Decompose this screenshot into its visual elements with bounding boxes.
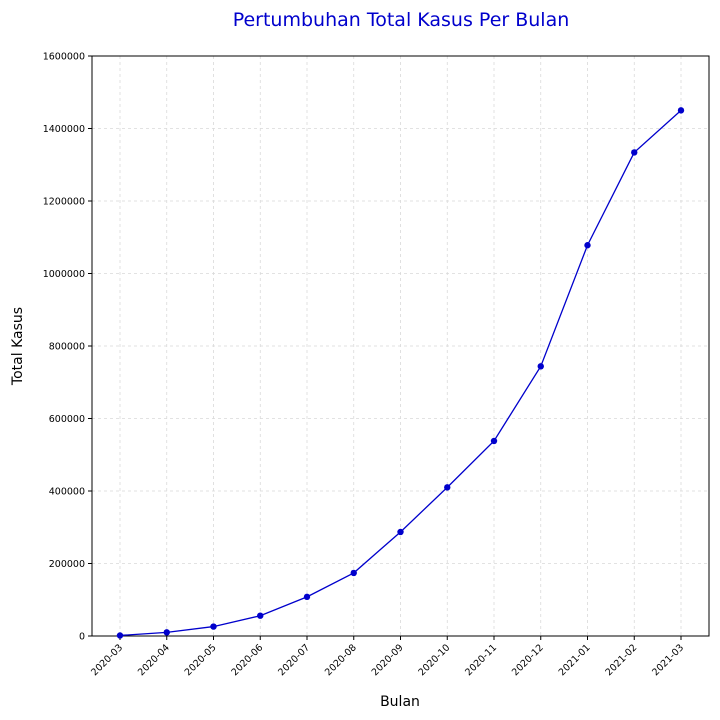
x-tick-label: 2020-05 (183, 642, 219, 678)
y-axis: 0 200000 400000 600000 800000 1000000 1200000 1… (43, 52, 92, 643)
data-point (584, 242, 591, 249)
data-point (257, 612, 264, 619)
y-tick-label: 0 (79, 632, 85, 643)
data-point (116, 632, 124, 639)
x-tick-label: 2021-01 (557, 642, 593, 678)
x-tick-label: 2020-08 (323, 642, 359, 678)
y-tick-label: 1000000 (43, 269, 85, 280)
data-point (303, 593, 311, 601)
x-tick-label: 2020-07 (276, 642, 312, 678)
data-point (631, 149, 638, 156)
x-tick-label: 2020-06 (230, 642, 266, 678)
x-tick-label: 2020-04 (136, 642, 172, 678)
data-point (537, 363, 544, 370)
grid (92, 55, 709, 637)
data-point (163, 629, 170, 636)
x-tick-label: 2020-12 (510, 642, 546, 678)
data-point (444, 484, 451, 491)
x-axis: 2020-03 2020-04 2020-05 2020-06 2020-07 2020-… (89, 636, 686, 678)
data-point (677, 107, 685, 114)
y-tick-label: 1400000 (43, 124, 85, 135)
x-tick-label: 2020-11 (463, 642, 499, 678)
y-axis-label: Total Kasus (10, 307, 26, 386)
y-tick-label: 600000 (49, 414, 85, 425)
data-point (350, 569, 357, 577)
data-point (490, 437, 498, 445)
x-tick-label: 2021-02 (604, 642, 640, 678)
x-axis-label: Bulan (380, 694, 420, 710)
chart-title: Pertumbuhan Total Kasus Per Bulan (233, 9, 570, 31)
y-tick-label: 800000 (49, 342, 85, 353)
series-points (116, 107, 685, 639)
y-tick-label: 1200000 (43, 197, 85, 208)
data-point (210, 623, 217, 630)
data-point (397, 528, 404, 536)
x-tick-label: 2021-03 (650, 642, 686, 678)
x-tick-label: 2020-10 (417, 642, 453, 678)
x-tick-label: 2020-09 (370, 642, 406, 678)
x-tick-label: 2020-03 (89, 642, 125, 678)
y-tick-label: 1600000 (43, 52, 85, 63)
y-tick-label: 400000 (49, 487, 85, 498)
y-tick-label: 200000 (49, 559, 85, 570)
